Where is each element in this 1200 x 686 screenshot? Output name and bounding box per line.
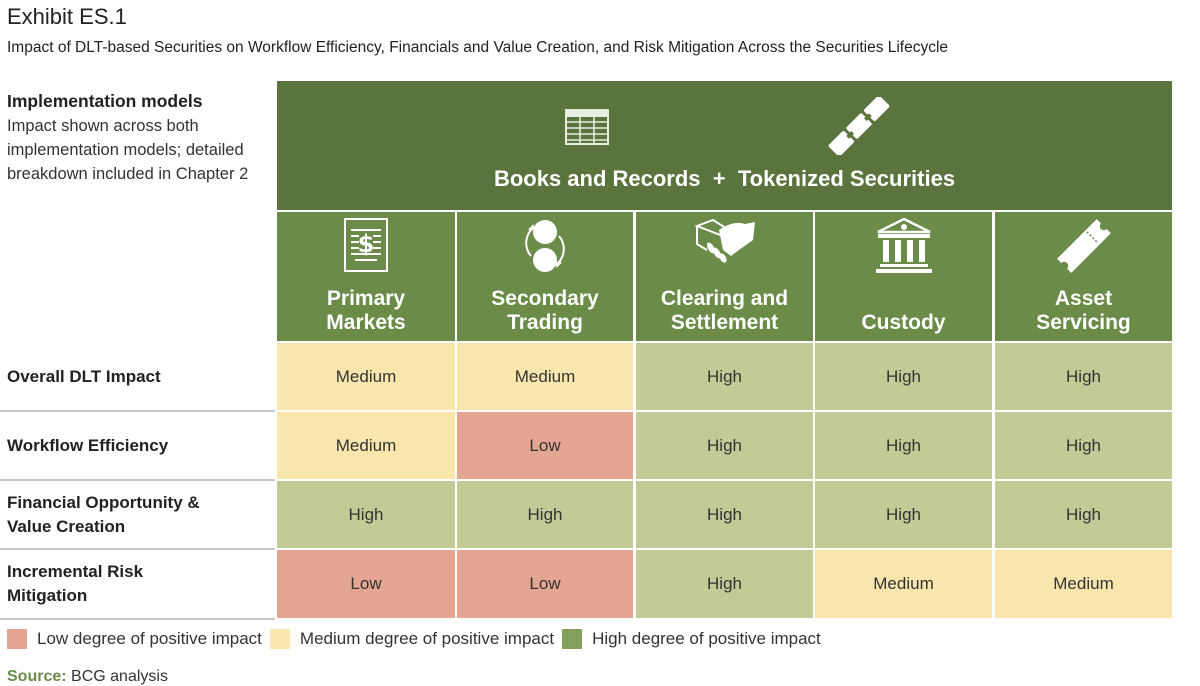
legend-label-low: Low degree of positive impact	[37, 629, 262, 648]
cell-r2-c1: High	[457, 481, 633, 548]
column-label-line2: Settlement	[670, 311, 779, 334]
handshake-icon	[636, 216, 813, 272]
source-note: Source: BCG analysis	[7, 668, 168, 686]
cell-r2-c4: High	[995, 481, 1172, 548]
cell-r1-c3: High	[815, 412, 992, 479]
exhibit-subtitle: Impact of DLT-based Securities on Workfl…	[7, 39, 949, 56]
legend-item-low: Low degree of positive impact	[7, 629, 262, 649]
column-header-custody: Custody	[815, 212, 992, 341]
cell-r3-c1: Low	[457, 550, 633, 618]
legend-swatch-low	[7, 629, 27, 649]
legend-item-medium: Medium degree of positive impact	[269, 629, 555, 649]
cell-r2-c0: High	[277, 481, 455, 548]
cell-r3-c0: Low	[277, 550, 455, 618]
source-text: BCG analysis	[71, 668, 168, 685]
column-label-line2: Markets	[326, 311, 406, 334]
document-dollar-icon: $	[277, 216, 455, 274]
table-icon	[565, 109, 609, 150]
cell-r2-c3: High	[815, 481, 992, 548]
top-header-label: Books and Records + Tokenized Securities	[493, 166, 956, 191]
column-label-line1: Secondary	[491, 287, 599, 310]
cell-r0-c1: Medium	[457, 343, 633, 410]
row-label-incremental-risk: Incremental Risk Mitigation	[0, 550, 275, 620]
source-label: Source:	[7, 668, 67, 685]
cell-r0-c0: Medium	[277, 343, 455, 410]
legend-label-high: High degree of positive impact	[592, 629, 821, 648]
cell-r1-c0: Medium	[277, 412, 455, 479]
legend-label-medium: Medium degree of positive impact	[299, 629, 555, 648]
implementation-note: Implementation models Impact shown acros…	[7, 91, 269, 186]
row-label-financial-opportunity: Financial Opportunity & Value Creation	[0, 481, 275, 550]
column-label-line2: Trading	[507, 311, 583, 334]
legend-swatch-medium	[269, 629, 290, 649]
legend-swatch-high	[562, 629, 583, 649]
cell-r2-c2: High	[636, 481, 813, 548]
implementation-description: Impact shown across both implementation …	[7, 117, 249, 183]
cell-r0-c2: High	[636, 343, 813, 410]
ticket-icon	[995, 216, 1172, 276]
column-header-clearing-settlement: Clearing and Settlement	[636, 212, 813, 341]
row-label-workflow-efficiency: Workflow Efficiency	[0, 412, 275, 481]
column-header-secondary-trading: Secondary Trading	[457, 212, 633, 341]
exchange-circles-icon	[457, 216, 633, 276]
legend: Low degree of positive impact Medium deg…	[7, 629, 829, 649]
top-header: Books and Records + Tokenized Securities	[277, 81, 1172, 210]
column-label-line1: Primary	[326, 287, 406, 310]
bank-building-icon	[815, 216, 992, 274]
cell-r3-c2: High	[636, 550, 813, 618]
chain-icon	[827, 95, 891, 160]
row-label-overall-dlt-impact: Overall DLT Impact	[0, 343, 275, 412]
legend-item-high: High degree of positive impact	[562, 629, 821, 649]
cell-r3-c3: Medium	[815, 550, 992, 618]
cell-r1-c4: High	[995, 412, 1172, 479]
cell-r0-c3: High	[815, 343, 992, 410]
cell-r3-c4: Medium	[995, 550, 1172, 618]
exhibit-title: Exhibit ES.1	[7, 4, 127, 29]
implementation-title: Implementation models	[7, 91, 203, 111]
column-label-line1: Asset	[1054, 287, 1113, 310]
column-header-primary-markets: $ Primary Markets	[277, 212, 455, 341]
column-label-line2: Custody	[861, 311, 946, 334]
cell-r1-c1: Low	[457, 412, 633, 479]
cell-r1-c2: High	[636, 412, 813, 479]
column-label-line1: Clearing and	[660, 287, 789, 310]
column-label-line2: Servicing	[1036, 311, 1131, 334]
cell-r0-c4: High	[995, 343, 1172, 410]
column-header-asset-servicing: Asset Servicing	[995, 212, 1172, 341]
svg-text:$: $	[358, 230, 375, 258]
